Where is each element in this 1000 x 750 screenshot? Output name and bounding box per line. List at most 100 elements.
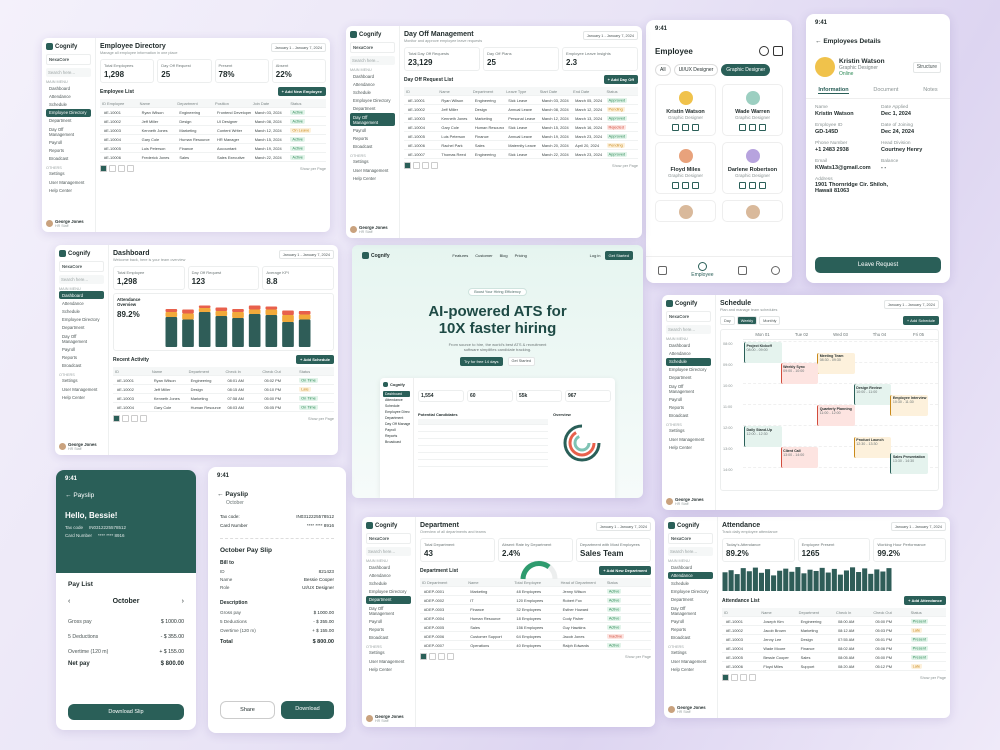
share-button[interactable]: Share [220, 701, 275, 719]
per-page[interactable]: Show per Page [625, 654, 651, 659]
search[interactable]: Search here... [350, 56, 395, 65]
filter-chip[interactable]: UI/UX Designer [673, 64, 719, 76]
filter-chip[interactable]: All [655, 64, 671, 76]
menu-item[interactable]: Reports [49, 147, 65, 153]
menu-item[interactable]: Help Center [669, 444, 692, 450]
download-slip-button[interactable]: Download Slip [68, 704, 184, 720]
menu-item[interactable]: Reports [62, 354, 78, 360]
event[interactable]: Project Kickoff 08:00 - 09:00 [744, 342, 782, 363]
nav-icon[interactable] [770, 265, 780, 275]
person-card[interactable]: Kristin Watson Graphic Designer [655, 84, 716, 136]
page-button[interactable] [404, 162, 411, 169]
nav-link[interactable]: Blog [499, 253, 508, 258]
table-row[interactable]: #E-10006 Frederick Jones Sales Sales Execut… [100, 153, 326, 162]
page-button[interactable] [429, 653, 436, 660]
menu-item[interactable]: Schedule [369, 581, 387, 587]
menu-item[interactable]: Dashboard [669, 342, 691, 348]
page-button[interactable] [122, 415, 129, 422]
table-row[interactable]: #E-10006 Rachel Park Sales Maternity Leave M… [404, 141, 638, 150]
search[interactable]: Search here... [366, 547, 411, 556]
contact-icon[interactable] [749, 182, 756, 189]
page-button[interactable] [118, 165, 125, 172]
menu-item[interactable]: Schedule [671, 581, 689, 587]
menu-item[interactable]: User Management [62, 386, 98, 392]
table-row[interactable]: #E-10004 Gary Cole Human Resource Sick Leav… [404, 123, 638, 132]
leave-request-button[interactable]: Leave Request [815, 257, 941, 273]
filter-icon[interactable] [773, 46, 783, 56]
event[interactable]: Employee Interview 10:30 - 11:30 [890, 394, 928, 416]
per-page[interactable]: Show per Page [612, 163, 638, 168]
menu-item[interactable]: Settings [369, 650, 385, 656]
menu-item[interactable]: Help Center [671, 666, 694, 672]
search[interactable]: Search here... [46, 68, 91, 77]
menu-item[interactable]: User Management [671, 658, 707, 664]
workspace[interactable]: NexaCore [59, 261, 104, 272]
table-row[interactable]: #DEP-0003 Finance 32 Employees Esther Howar… [420, 605, 651, 614]
menu-item[interactable]: Payroll [369, 618, 383, 624]
table-row[interactable]: #DEP-0005 Sales 156 Employees Guy Hawkins Ac… [420, 623, 651, 632]
menu-item[interactable]: Help Center [369, 666, 392, 672]
primary-button[interactable]: Try for free 14 days [460, 356, 503, 366]
table-row[interactable]: #DEP-0002 IT 120 Employees Robert Fox Active [420, 596, 651, 605]
contact-icon[interactable] [749, 124, 756, 131]
person-card[interactable]: Floyd Miles Graphic Designer [655, 142, 716, 194]
event[interactable]: Sales Presentation 13:30 - 14:30 [890, 453, 928, 475]
table-row[interactable]: #E-10001 Ryan Wilson Engineering Frontend D… [100, 108, 326, 117]
add-button[interactable]: + Add New Department [599, 566, 651, 575]
menu-item[interactable]: Employee Directory [62, 317, 100, 323]
menu-item[interactable]: Employee Directory [669, 367, 707, 373]
event[interactable]: Daily Stand-Up 12:00 - 12:30 [744, 426, 782, 447]
table-row[interactable]: #E-10002 Jeff Miller Design 08:15 AM 05:10 P… [113, 385, 334, 394]
page-button[interactable] [113, 415, 120, 422]
menu-item[interactable]: Broadcast [669, 413, 689, 419]
menu-item[interactable]: Employee Directory [46, 108, 91, 117]
view-tab[interactable]: Day [720, 316, 735, 325]
event[interactable]: Client Call 13:00 - 14:00 [780, 447, 819, 468]
menu-item[interactable]: Broadcast [671, 635, 691, 641]
event[interactable]: Meeting Team 08:30 - 09:30 [817, 352, 855, 374]
menu-item[interactable]: Payroll [62, 346, 76, 352]
tab[interactable]: Notes [923, 87, 938, 93]
per-page[interactable]: Show per Page [308, 416, 334, 421]
add-button[interactable]: + Add Schedule [296, 355, 334, 364]
menu-item[interactable]: Day Off Management [350, 113, 395, 127]
menu-item[interactable]: Broadcast [49, 156, 69, 162]
menu-item[interactable]: Help Center [62, 394, 85, 400]
menu-item[interactable]: Department [671, 597, 694, 603]
event[interactable]: Weekly Sync 09:00 - 10:00 [780, 363, 819, 384]
menu-item[interactable]: Dashboard [353, 73, 375, 79]
nav-employee[interactable]: Employee [691, 262, 714, 278]
table-row[interactable]: #E-10005 Luis Peterson Finance Accountant Ma… [100, 144, 326, 153]
contact-icon[interactable] [739, 182, 746, 189]
filter-chip[interactable]: Graphic Designer [721, 64, 771, 76]
date-range[interactable]: January 1 - January 7, 2024 [278, 250, 334, 259]
add-button[interactable]: + Add Attendance [904, 596, 946, 605]
menu-item[interactable]: Payroll [669, 396, 683, 402]
table-row[interactable]: #E-10001 Ryan Wilson Engineering 08:01 AM 05… [113, 376, 334, 385]
menu-item[interactable]: Settings [49, 171, 65, 177]
menu-item[interactable]: Employee Directory [353, 98, 391, 104]
page-button[interactable] [127, 165, 134, 172]
table-row[interactable]: #E-10003 Kenneth Jones Marketing 07:58 AM 05… [113, 394, 334, 403]
contact-icon[interactable] [759, 182, 766, 189]
menu-item[interactable]: User Management [353, 167, 389, 173]
table-row[interactable]: #E-10005 Bessie Cooper Sales 08:05 AM 05:00 … [722, 653, 946, 662]
menu-item[interactable]: Settings [62, 378, 78, 384]
menu-item[interactable]: Payroll [671, 618, 685, 624]
table-row[interactable]: #E-10007 Thomas Reed Engineering Sick Leave… [404, 150, 638, 159]
search[interactable]: Search here... [666, 325, 711, 334]
menu-item[interactable]: Attendance [669, 350, 691, 356]
page-button[interactable] [749, 674, 756, 681]
table-row[interactable]: #E-10004 Gary Cole Human Resource 08:03 AM 0… [113, 403, 334, 412]
table-row[interactable]: #E-10002 Jacob Brown Marketing 08:12 AM 05:0… [722, 626, 946, 635]
workspace[interactable]: NexaCore [668, 533, 713, 544]
table-row[interactable]: #E-10003 Jenny Lee Design 07:55 AM 05:01 PM P… [722, 635, 946, 644]
table-row[interactable]: #DEP-0007 Operations 40 Employees Ralph Edw… [420, 641, 651, 650]
menu-item[interactable]: Broadcast [353, 144, 373, 150]
menu-item[interactable]: Reports [669, 404, 685, 410]
table-row[interactable]: #E-10004 Wade Moore Finance 08:02 AM 05:06 P… [722, 644, 946, 653]
nav-link[interactable]: Pricing [514, 253, 527, 258]
menu-item[interactable]: Dashboard [49, 85, 71, 91]
add-button[interactable]: + Add New Employee [277, 87, 326, 96]
menu-item[interactable]: Attendance [668, 571, 713, 580]
